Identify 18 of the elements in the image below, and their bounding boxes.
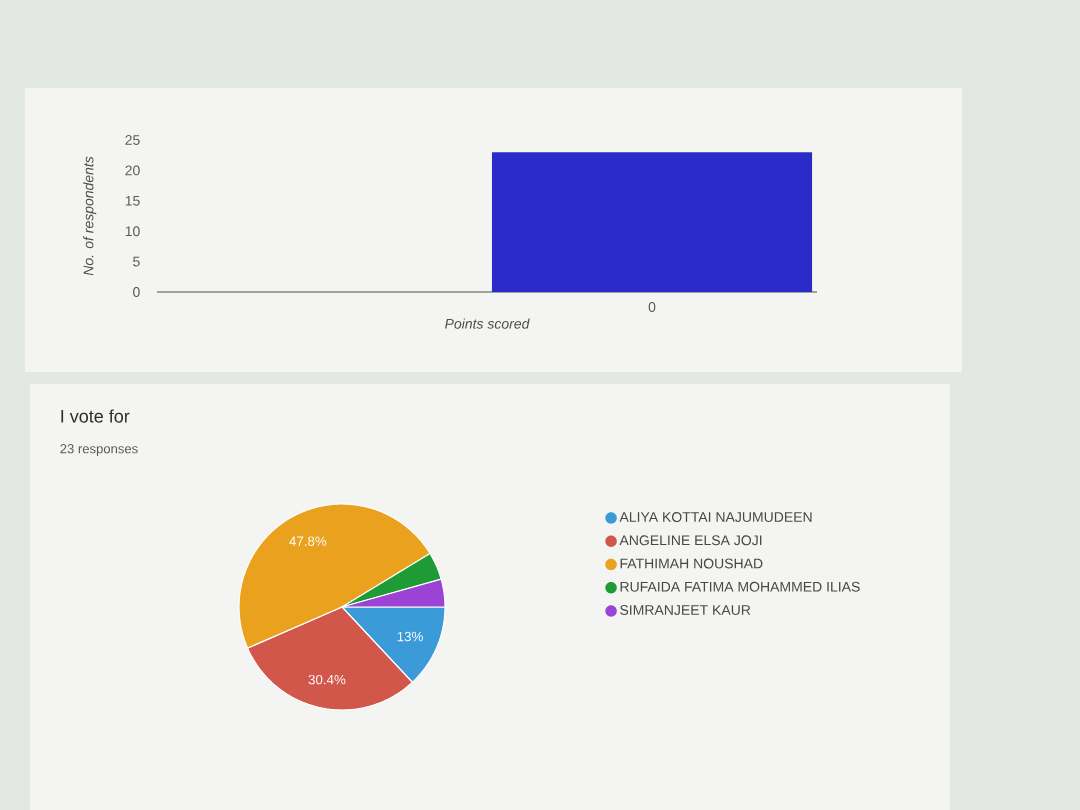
legend-label: ANGELINE ELSA JOJI xyxy=(619,535,762,546)
legend-label: SIMRANJEET KAUR xyxy=(620,605,751,615)
y-tick-label: 20 xyxy=(125,165,140,176)
y-tick-label: 0 xyxy=(133,287,140,297)
chart-title: I vote for xyxy=(61,409,130,423)
y-tick-label: 25 xyxy=(125,135,140,145)
data-label: 30.4% xyxy=(308,674,346,685)
data-label: 47.8% xyxy=(289,536,327,546)
text: 23 responses xyxy=(60,444,138,456)
legend-label: ALIYA KOTTAI NAJUMUDEEN xyxy=(619,512,812,522)
x-axis-title: Points scored xyxy=(445,318,530,329)
y-axis-title: No. of respondents xyxy=(83,156,97,276)
y-tick-label: 15 xyxy=(125,195,140,206)
y-tick-label: 5 xyxy=(133,256,140,267)
legend-label: RUFAIDA FATIMA MOHAMMED ILIAS xyxy=(620,581,860,592)
data-label: 13% xyxy=(397,631,423,642)
y-tick-label: 10 xyxy=(125,226,140,237)
legend-label: FATHIMAH NOUSHAD xyxy=(620,558,763,569)
